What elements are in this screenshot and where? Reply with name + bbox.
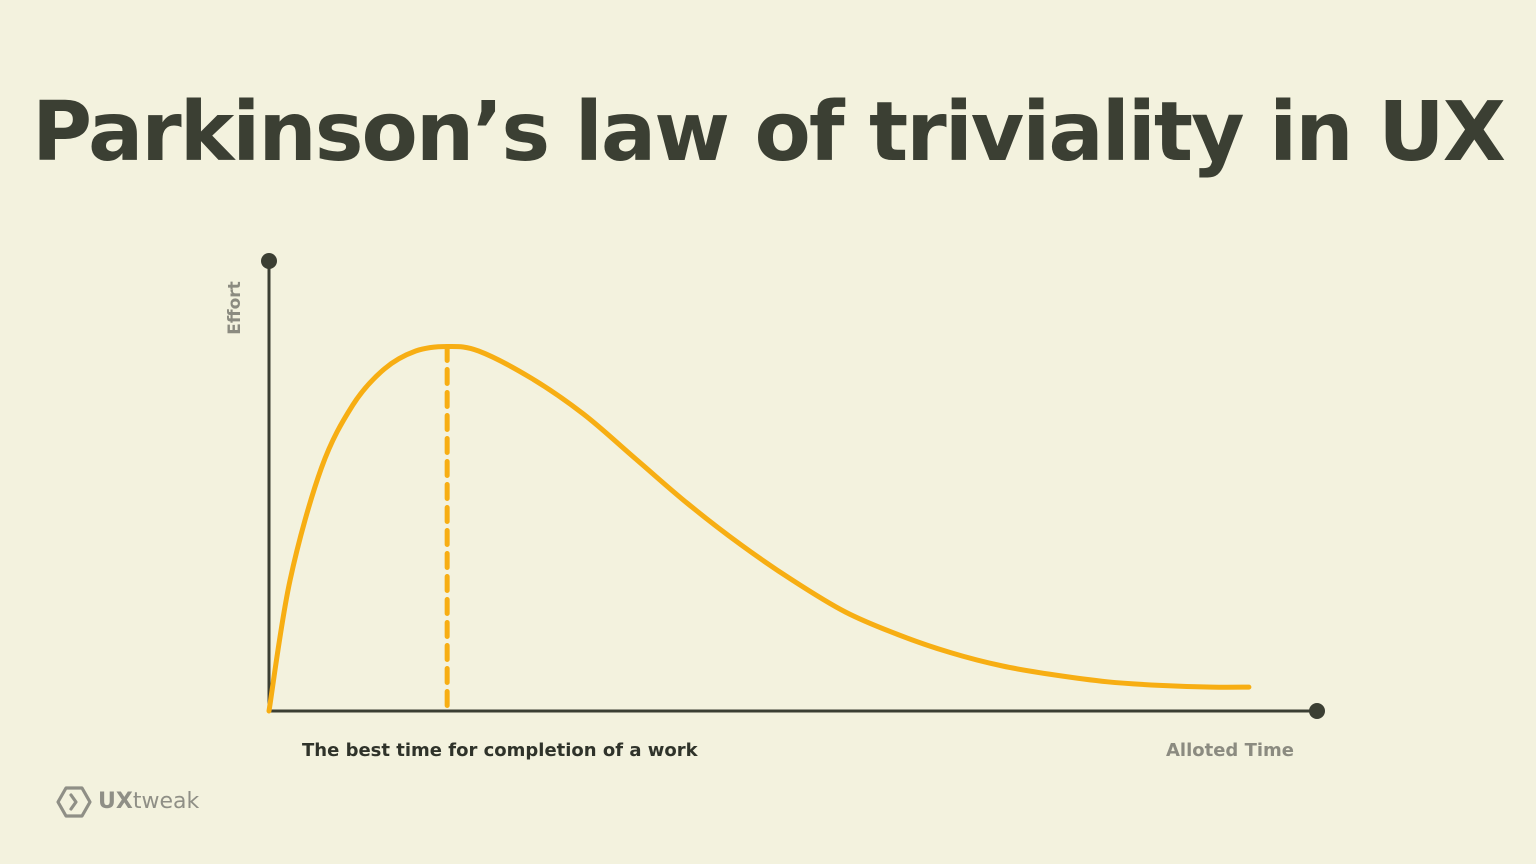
x-axis-end-dot <box>1309 703 1325 719</box>
page-title: Parkinson’s law of triviality in UX <box>32 85 1506 180</box>
logo-wordmark-tweak: tweak <box>132 789 200 814</box>
uxtweak-logo: UXtweak <box>56 785 199 819</box>
logo-wordmark-ux: UX <box>98 789 133 814</box>
x-axis-label: Alloted Time <box>1166 740 1294 761</box>
effort-curve-series-0 <box>266 343 1252 714</box>
best-time-annotation-label: The best time for completion of a work <box>302 740 699 761</box>
y-axis-label: Effort <box>225 281 245 335</box>
uxtweak-hexagon-chevron-icon <box>56 786 92 818</box>
y-axis-end-dot <box>261 253 277 269</box>
logo-wordmark: UXtweak <box>98 785 199 819</box>
